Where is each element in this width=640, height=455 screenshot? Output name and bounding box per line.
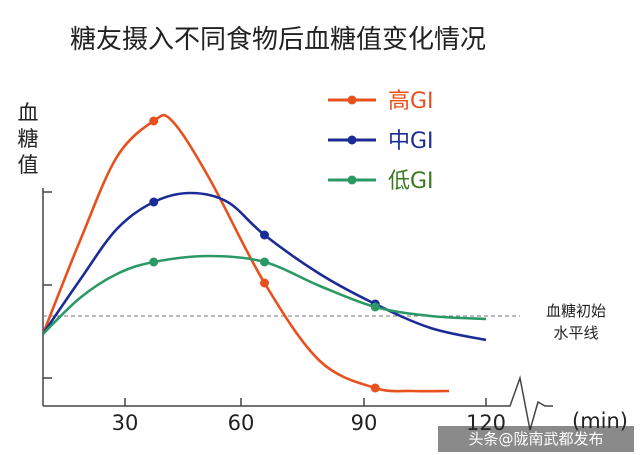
data-point-high-gi — [370, 383, 380, 393]
data-point-mid-gi — [149, 197, 159, 207]
data-point-high-gi — [260, 278, 269, 288]
baseline-label-line-2: 水平线 — [553, 324, 598, 342]
watermark-bg — [438, 426, 634, 452]
legend-label-low-gi: 低GI — [388, 169, 434, 194]
x-tick-label-60: 60 — [228, 411, 255, 435]
data-point-high-gi — [149, 116, 159, 126]
legend-marker-high-gi — [347, 95, 357, 105]
data-point-low-gi — [149, 257, 159, 267]
series-line-low-gi — [42, 254, 487, 335]
x-tick-label-30: 30 — [112, 411, 139, 435]
watermark: 头条@陇南武都发布 — [468, 430, 603, 448]
legend-label-mid-gi: 中GI — [388, 129, 434, 154]
baseline-label-line-1: 血糖初始 — [546, 302, 606, 320]
y-axis-label-char-3: 值 — [18, 153, 39, 177]
x-tick-label-90: 90 — [351, 411, 378, 435]
y-axis-label-char-1: 血 — [18, 101, 39, 125]
data-point-low-gi — [260, 257, 269, 267]
legend-marker-low-gi — [347, 175, 357, 185]
y-axis-label-char-2: 糖 — [18, 127, 39, 151]
legend: 高GI 中GI 低GI — [328, 89, 434, 194]
series-layer — [41, 113, 487, 393]
series-line-high-gi — [41, 113, 450, 393]
legend-label-high-gi: 高GI — [388, 89, 434, 114]
data-point-mid-gi — [260, 230, 269, 240]
chart-title: 糖友摄入不同食物后血糖值变化情况 — [70, 25, 486, 55]
data-point-low-gi — [370, 302, 380, 312]
legend-marker-mid-gi — [347, 135, 357, 145]
